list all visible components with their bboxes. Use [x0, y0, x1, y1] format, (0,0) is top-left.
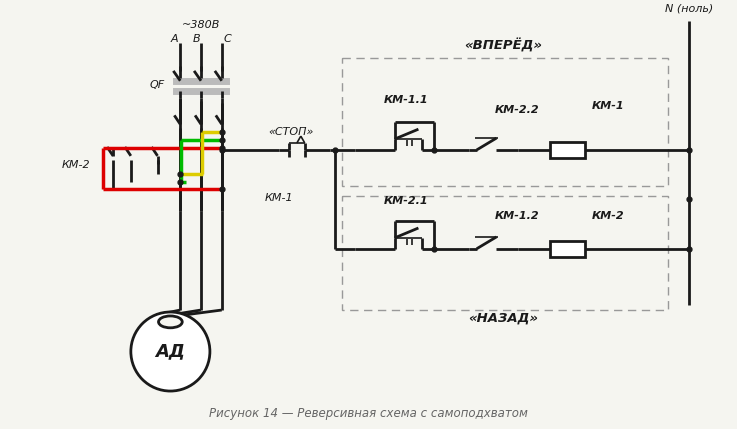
- Text: C: C: [224, 34, 231, 44]
- Text: ~380В: ~380В: [182, 21, 220, 30]
- Text: АД: АД: [156, 342, 185, 360]
- Text: B: B: [192, 34, 200, 44]
- Bar: [342, 196, 668, 310]
- Text: «НАЗАД»: «НАЗАД»: [469, 311, 539, 324]
- Text: КМ-1.1: КМ-1.1: [384, 94, 429, 105]
- Text: «ВПЕРЁД»: «ВПЕРЁД»: [464, 38, 542, 52]
- Text: КМ-1: КМ-1: [591, 101, 624, 112]
- Bar: [550, 142, 585, 158]
- Circle shape: [131, 312, 210, 391]
- Bar: [342, 58, 668, 187]
- Text: QF: QF: [150, 80, 164, 90]
- Text: КМ-1: КМ-1: [265, 193, 293, 203]
- Bar: [550, 241, 585, 257]
- Text: КМ-2: КМ-2: [591, 211, 624, 221]
- Text: N (ноль): N (ноль): [665, 3, 713, 14]
- Text: КМ-2.1: КМ-2.1: [384, 196, 429, 206]
- Text: Рисунок 14 — Реверсивная схема с самоподхватом: Рисунок 14 — Реверсивная схема с самопод…: [209, 407, 528, 420]
- Text: КМ-2: КМ-2: [61, 160, 90, 170]
- Ellipse shape: [158, 316, 182, 328]
- Text: A: A: [171, 34, 178, 44]
- Text: КМ-2.2: КМ-2.2: [495, 106, 539, 115]
- Text: КМ-1.2: КМ-1.2: [495, 211, 539, 221]
- Text: «СТОП»: «СТОП»: [268, 127, 314, 137]
